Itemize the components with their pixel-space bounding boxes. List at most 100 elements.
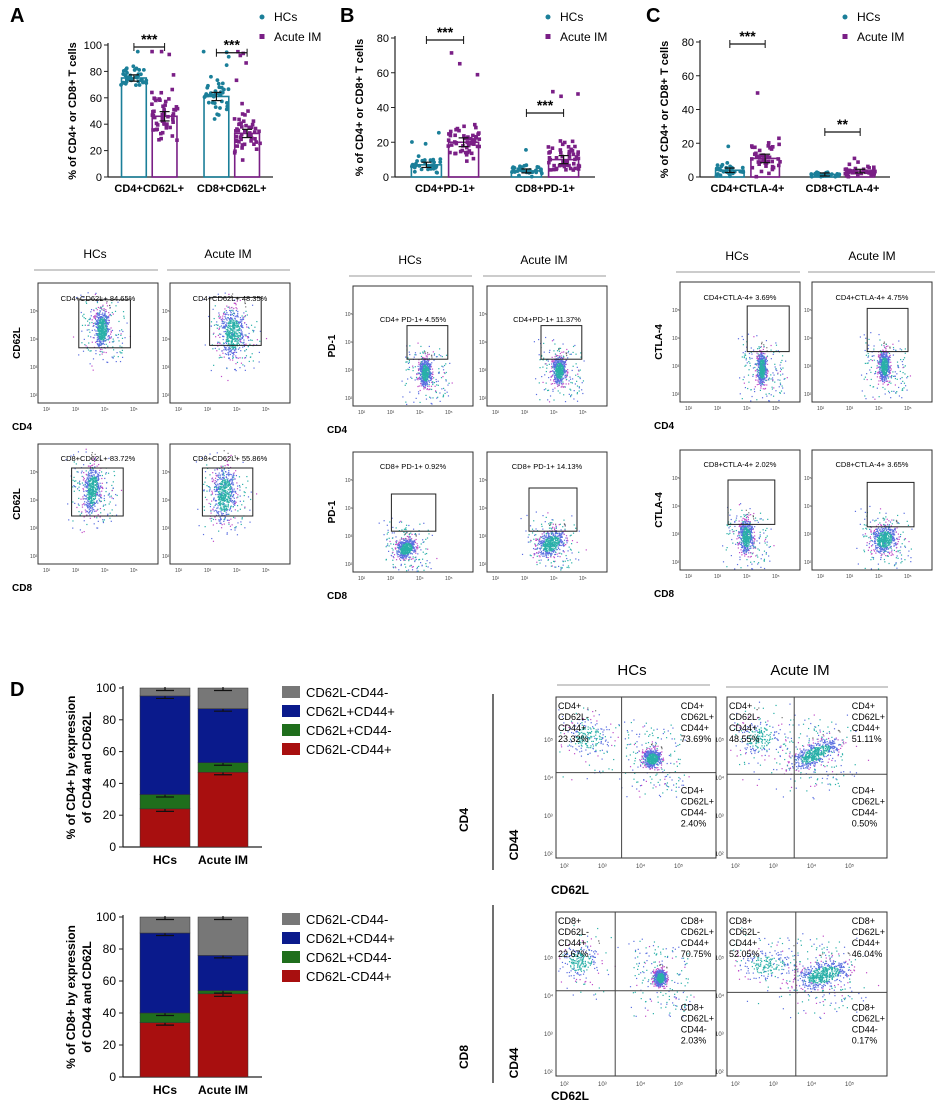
event-dot <box>251 353 253 355</box>
event-dot <box>538 382 540 384</box>
data-point <box>453 151 458 156</box>
event-dot <box>556 379 559 382</box>
event-dot <box>93 474 95 476</box>
event-dot <box>94 490 97 492</box>
event-dot <box>250 324 253 326</box>
event-dot <box>539 359 541 361</box>
event-dot <box>556 377 559 379</box>
data-point <box>859 171 864 176</box>
event-dot <box>229 323 231 325</box>
event-dot <box>218 530 220 532</box>
event-dot <box>86 511 89 513</box>
event-dot <box>230 316 232 319</box>
event-dot <box>85 486 87 488</box>
data-point <box>571 168 576 172</box>
event-dot <box>579 369 581 371</box>
event-dot <box>94 334 96 336</box>
event-dot <box>545 388 547 390</box>
event-dot <box>228 482 230 484</box>
event-dot <box>91 510 94 512</box>
event-dot <box>569 353 571 355</box>
event-dot <box>97 317 100 320</box>
event-dot <box>86 510 88 512</box>
event-dot <box>221 514 223 516</box>
data-point <box>417 163 422 168</box>
event-dot <box>581 389 583 391</box>
event-dot <box>412 367 414 369</box>
data-point <box>477 131 481 135</box>
event-dot <box>83 478 85 480</box>
event-dot <box>100 328 102 330</box>
event-dot <box>227 473 229 476</box>
event-dot <box>423 369 425 371</box>
event-dot <box>221 320 223 323</box>
event-dot <box>555 355 558 357</box>
event-dot <box>213 489 215 491</box>
event-dot <box>423 386 425 388</box>
event-dot <box>217 479 219 481</box>
event-dot <box>105 324 107 326</box>
event-dot <box>87 500 89 502</box>
data-point <box>870 170 874 175</box>
event-dot <box>224 504 226 507</box>
event-dot <box>235 320 237 322</box>
event-dot <box>73 480 76 482</box>
event-dot <box>401 554 404 556</box>
event-dot <box>227 341 229 343</box>
event-dot <box>99 344 102 346</box>
event-dot <box>93 476 96 478</box>
panel-label-b: B <box>340 5 354 27</box>
event-dot <box>423 388 425 390</box>
x-tick-label: 10⁴ <box>233 568 241 574</box>
event-dot <box>86 505 88 507</box>
event-dot <box>99 338 102 340</box>
event-dot <box>109 304 111 307</box>
event-dot <box>92 507 94 509</box>
event-dot <box>218 327 220 329</box>
data-point <box>219 85 224 90</box>
event-dot <box>91 508 93 510</box>
event-dot <box>227 306 229 308</box>
data-point <box>419 167 424 172</box>
data-point <box>462 124 466 129</box>
event-dot <box>89 490 91 492</box>
event-dot <box>224 465 226 467</box>
event-dot <box>419 377 422 379</box>
event-dot <box>573 390 575 392</box>
event-dot <box>418 377 420 379</box>
event-dot <box>89 496 91 498</box>
event-dot <box>564 375 566 377</box>
event-dot <box>225 493 227 496</box>
event-dot <box>430 366 433 368</box>
event-dot <box>224 508 226 511</box>
event-dot <box>225 487 227 489</box>
event-dot <box>225 348 227 350</box>
event-dot <box>414 379 416 381</box>
data-point <box>475 72 480 77</box>
event-dot <box>559 366 561 368</box>
event-dot <box>560 360 562 362</box>
event-dot <box>223 450 225 452</box>
event-dot <box>555 360 557 362</box>
event-dot <box>221 350 223 352</box>
data-point <box>714 173 719 178</box>
data-point <box>758 153 763 158</box>
event-dot <box>393 532 395 534</box>
event-dot <box>230 333 232 335</box>
event-dot <box>228 480 230 482</box>
event-dot <box>230 336 232 339</box>
event-dot <box>97 487 99 489</box>
event-dot <box>447 384 449 386</box>
data-point <box>472 142 476 146</box>
event-dot <box>561 361 563 364</box>
event-dot <box>434 385 436 387</box>
event-dot <box>402 541 404 543</box>
event-dot <box>98 337 100 340</box>
event-dot <box>89 317 91 319</box>
event-dot <box>414 354 416 356</box>
data-point <box>470 138 475 142</box>
event-dot <box>219 474 222 476</box>
event-dot <box>93 324 95 327</box>
event-dot <box>419 374 422 377</box>
event-dot <box>94 453 96 456</box>
